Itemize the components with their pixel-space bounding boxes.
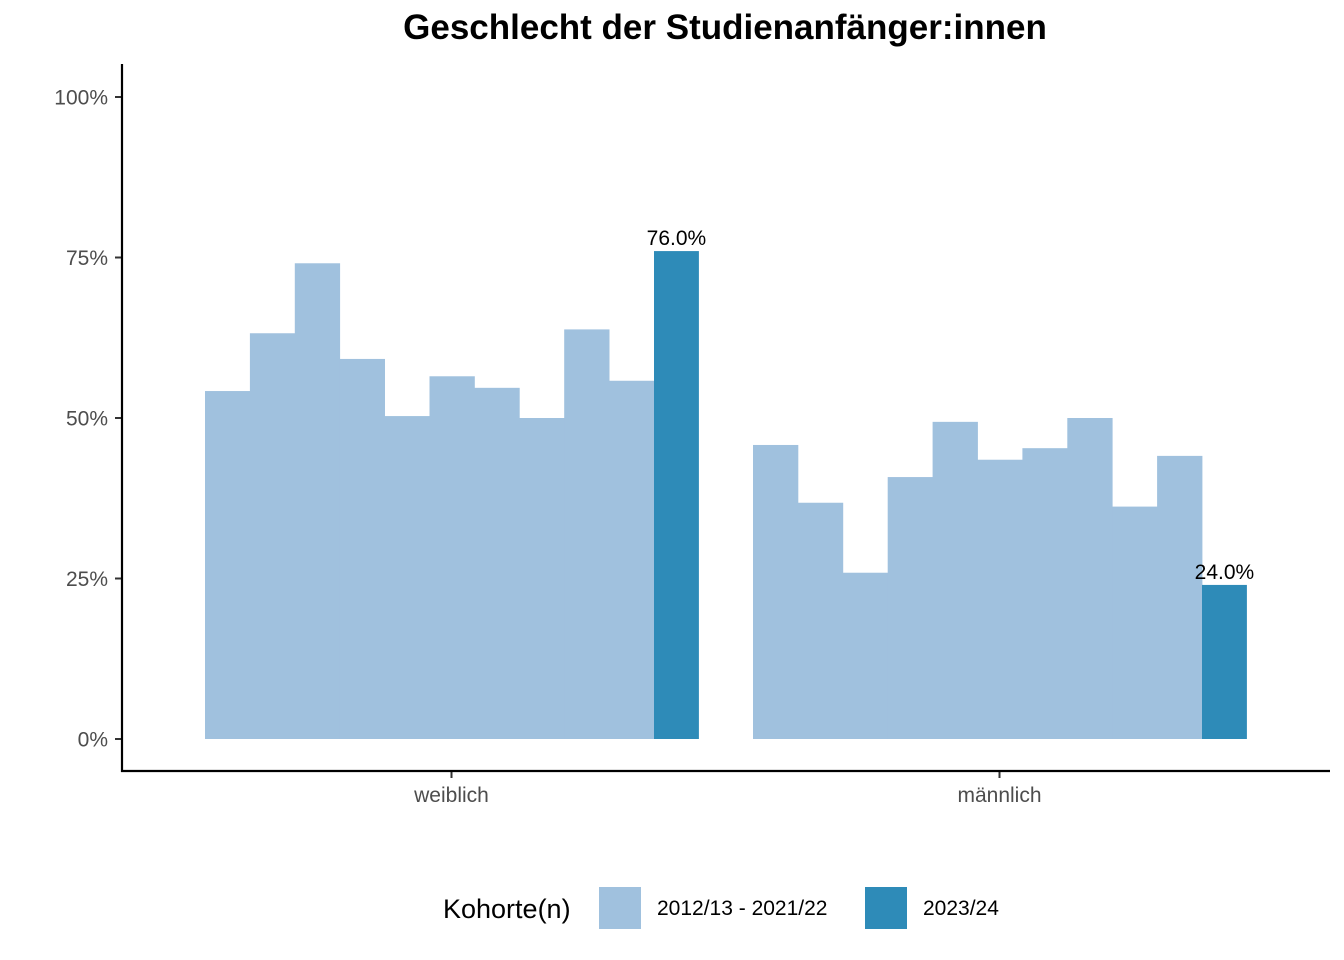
bar-weiblich-historic-9: [564, 329, 610, 739]
bar-männlich-historic-10: [1157, 455, 1203, 739]
bar-männlich-historic-5: [932, 421, 978, 739]
bar-weiblich-historic-1: [205, 391, 251, 739]
legend-title: Kohorte(n): [443, 894, 571, 924]
bar-weiblich-current: [654, 251, 699, 739]
y-tick-label: 0%: [78, 729, 108, 752]
legend-label-historic: 2012/13 - 2021/22: [657, 897, 828, 920]
legend-swatch-current: [865, 887, 907, 929]
x-tick-label-männlich: männlich: [957, 784, 1041, 807]
bar-männlich-historic-9: [1112, 506, 1158, 739]
bar-männlich-historic-4: [887, 477, 933, 739]
y-tick-label: 75%: [66, 247, 108, 270]
bars-group: 76.0% 24.0%: [205, 227, 1254, 739]
bar-weiblich-historic-8: [519, 418, 565, 739]
y-tick-label: 25%: [66, 568, 108, 591]
bar-männlich-historic-3: [842, 572, 889, 739]
bar-männlich-historic-6: [977, 459, 1023, 739]
bar-weiblich-historic-3: [294, 263, 341, 739]
legend: Kohorte(n) 2012/13 - 2021/22 2023/24: [0, 886, 1344, 930]
bar-männlich-historic-8: [1067, 418, 1113, 739]
x-tick-label-weiblich: weiblich: [413, 784, 489, 807]
bar-weiblich-historic-10: [609, 380, 655, 739]
legend-label-current: 2023/24: [923, 897, 999, 920]
y-tick-label: 50%: [66, 408, 108, 431]
bar-männlich-historic-7: [1022, 448, 1068, 739]
bar-männlich-historic-1: [753, 444, 799, 739]
chart-title: Geschlecht der Studienanfänger:innen: [403, 8, 1047, 47]
y-axis-ticks: 0% 25% 50% 75% 100%: [54, 87, 122, 752]
bar-weiblich-historic-6: [429, 376, 475, 739]
data-label-männlich: 24.0%: [1195, 561, 1255, 584]
x-axis-ticks: weiblich männlich: [413, 771, 1042, 807]
bar-männlich-historic-2: [797, 502, 844, 739]
bar-männlich-current: [1202, 584, 1247, 739]
bar-chart: 76.0% 24.0% 0% 25% 50% 75% 100% weiblich männl…: [54, 64, 1330, 807]
y-tick-label: 100%: [54, 87, 108, 110]
data-label-weiblich: 76.0%: [647, 227, 707, 250]
legend-swatch-historic: [599, 887, 641, 929]
bar-weiblich-historic-5: [384, 416, 430, 739]
bar-weiblich-historic-4: [339, 358, 385, 739]
bar-weiblich-historic-7: [474, 387, 520, 739]
bar-weiblich-historic-2: [249, 333, 296, 739]
